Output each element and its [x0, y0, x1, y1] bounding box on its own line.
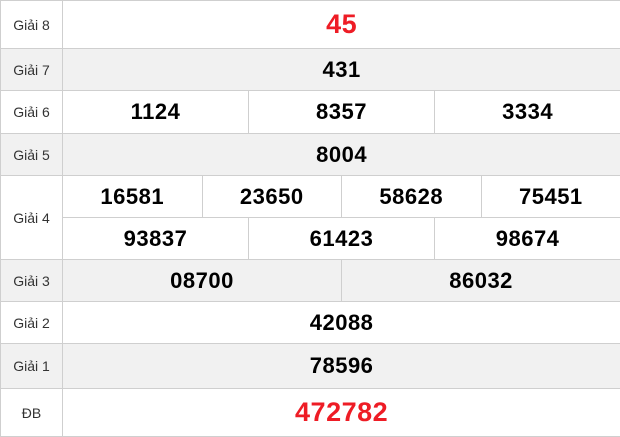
prize-number: 472782	[63, 389, 620, 437]
prize-row-giai-5: Giải 5 8004	[1, 134, 620, 176]
prize-row-giai-7: Giải 7 431	[1, 49, 620, 91]
prize-number: 8004	[63, 134, 620, 176]
prize-row-giai-2: Giải 2 42088	[1, 302, 620, 344]
prize-number: 1124	[63, 91, 249, 134]
prize-label: ĐB	[1, 389, 63, 437]
prize-number: 58628	[342, 176, 482, 218]
prize-row-giai-8: Giải 8 45	[1, 1, 620, 49]
prize-label: Giải 1	[1, 344, 63, 389]
prize-number: 42088	[63, 302, 620, 344]
prize-number: 23650	[202, 176, 342, 218]
prize-label: Giải 8	[1, 1, 63, 49]
prize-number: 86032	[342, 260, 620, 302]
prize-row-giai-4-line-1: Giải 4 16581 23650 58628 75451	[1, 176, 620, 218]
prize-number: 431	[63, 49, 620, 91]
prize-row-giai-4-line-2: 93837 61423 98674	[1, 218, 620, 260]
prize-label: Giải 2	[1, 302, 63, 344]
prize-row-giai-3: Giải 3 08700 86032	[1, 260, 620, 302]
prize-label: Giải 3	[1, 260, 63, 302]
prize-label: Giải 4	[1, 176, 63, 260]
prize-number: 75451	[481, 176, 620, 218]
prize-label: Giải 5	[1, 134, 63, 176]
prize-number: 98674	[435, 218, 620, 260]
prize-number: 93837	[63, 218, 249, 260]
prize-label: Giải 7	[1, 49, 63, 91]
prize-row-db: ĐB 472782	[1, 389, 620, 437]
prize-number: 61423	[249, 218, 435, 260]
prize-row-giai-6: Giải 6 1124 8357 3334	[1, 91, 620, 134]
prize-number: 3334	[435, 91, 620, 134]
prize-number: 16581	[63, 176, 203, 218]
prize-number: 45	[63, 1, 620, 49]
prize-label: Giải 6	[1, 91, 63, 134]
prize-row-giai-1: Giải 1 78596	[1, 344, 620, 389]
prize-number: 8357	[249, 91, 435, 134]
prize-number: 08700	[63, 260, 342, 302]
prize-number: 78596	[63, 344, 620, 389]
